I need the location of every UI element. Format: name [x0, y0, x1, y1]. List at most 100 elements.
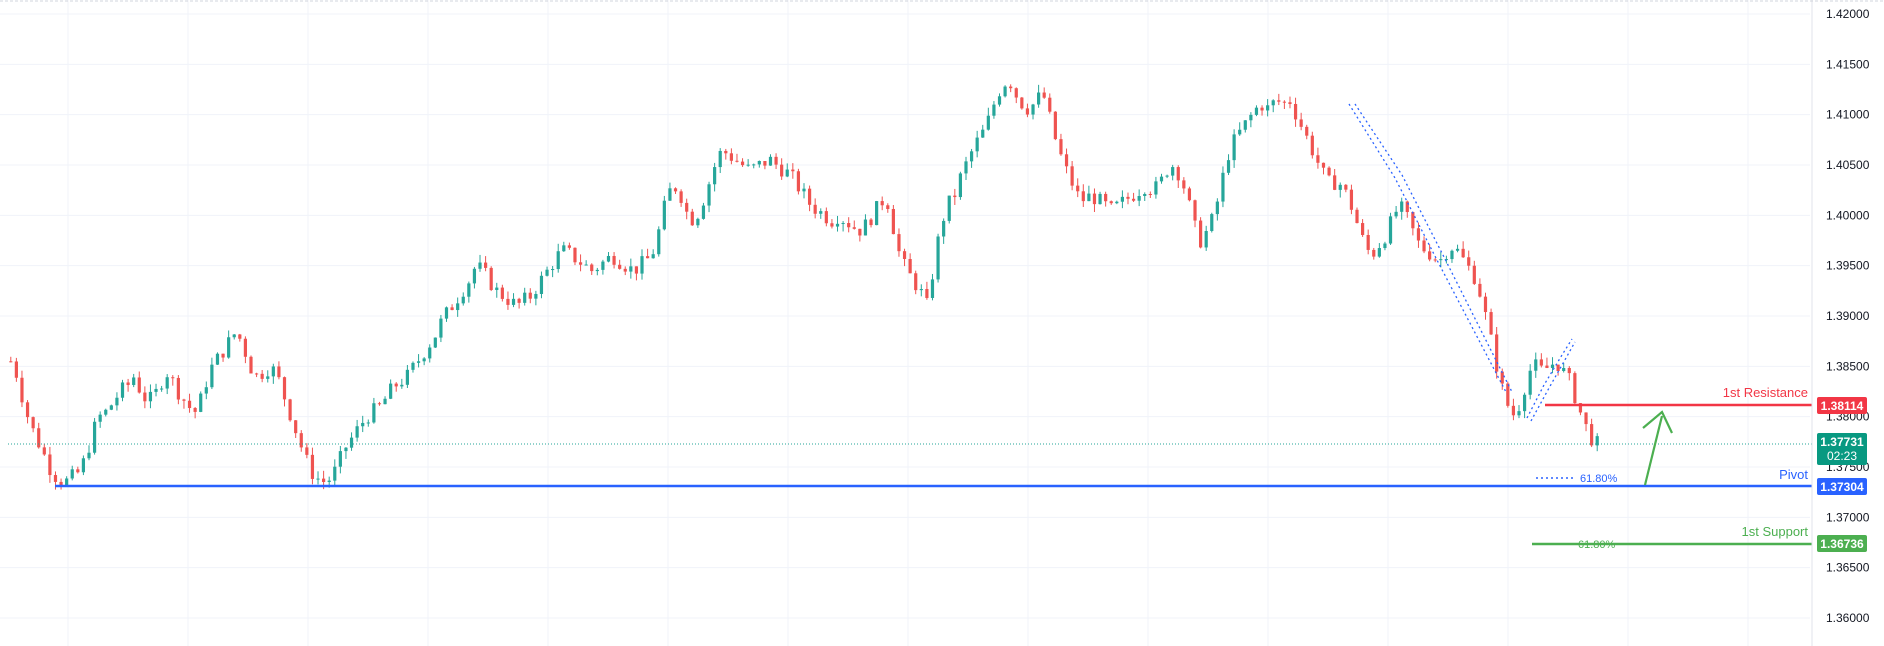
- candle: [1199, 217, 1203, 249]
- candle: [819, 208, 823, 219]
- candle: [433, 337, 437, 349]
- candle: [1187, 186, 1192, 202]
- up-arrow: [1642, 410, 1673, 486]
- y-tick-label: 1.36500: [1826, 561, 1870, 575]
- candle: [1059, 133, 1063, 156]
- candle: [299, 430, 303, 452]
- candle: [1215, 198, 1219, 221]
- candle: [556, 243, 560, 273]
- candle: [584, 260, 588, 266]
- candle: [930, 273, 935, 301]
- candle: [472, 266, 477, 289]
- candle: [1411, 211, 1415, 236]
- candle: [1048, 93, 1052, 114]
- candle: [567, 242, 571, 250]
- candle: [897, 228, 901, 257]
- candle: [1148, 191, 1152, 198]
- candle: [1355, 207, 1359, 224]
- candle: [1333, 168, 1337, 191]
- candle: [858, 228, 862, 242]
- candle: [176, 375, 180, 405]
- fib-dotted-line-2: [1354, 103, 1513, 393]
- candle: [1037, 84, 1041, 108]
- candle: [1092, 188, 1097, 212]
- candle: [1372, 247, 1376, 260]
- resistance-price-tag: 1.38114: [1817, 397, 1867, 414]
- candle: [349, 432, 354, 451]
- candle: [634, 266, 639, 281]
- candle: [1260, 105, 1264, 116]
- candle: [9, 356, 13, 363]
- candle: [1131, 192, 1136, 203]
- candle: [416, 354, 421, 368]
- y-tick-label: 1.39000: [1826, 309, 1870, 323]
- candle: [590, 263, 594, 275]
- candle: [98, 411, 102, 428]
- candle: [495, 282, 499, 298]
- candle: [1266, 99, 1270, 117]
- candle: [1545, 357, 1549, 369]
- candle: [1461, 241, 1465, 258]
- candle: [1416, 222, 1421, 248]
- candle: [763, 161, 767, 170]
- candle: [92, 417, 97, 455]
- candle: [1344, 184, 1348, 193]
- candle: [735, 153, 739, 163]
- candle: [863, 214, 868, 236]
- candle: [109, 404, 113, 411]
- y-tick-label: 1.41000: [1826, 108, 1870, 122]
- candle: [1562, 362, 1566, 373]
- candle: [1165, 174, 1169, 179]
- candle: [288, 398, 292, 422]
- candle: [81, 455, 86, 476]
- candle: [344, 447, 348, 459]
- candle: [601, 259, 605, 275]
- candle: [1104, 191, 1108, 207]
- candle: [835, 215, 840, 232]
- candle: [1299, 112, 1303, 131]
- candle: [215, 352, 220, 365]
- candle: [1271, 99, 1275, 113]
- candle: [1288, 96, 1292, 109]
- candle: [377, 401, 382, 406]
- candle: [1316, 147, 1320, 169]
- candle: [573, 247, 577, 266]
- candle: [690, 208, 694, 226]
- y-tick-label: 1.41500: [1826, 57, 1870, 71]
- fib-label-pivot: 61.80%: [1580, 473, 1618, 485]
- candle: [383, 396, 387, 405]
- candle: [1159, 173, 1164, 184]
- candle: [450, 304, 454, 311]
- candle: [87, 445, 91, 461]
- candle: [713, 162, 717, 192]
- candle: [1171, 164, 1175, 181]
- grid-layer: [0, 0, 1810, 646]
- candle: [847, 217, 851, 233]
- candle: [813, 198, 817, 219]
- candle: [143, 386, 147, 409]
- candle: [1070, 161, 1074, 191]
- candle: [696, 217, 700, 228]
- candle: [1394, 205, 1398, 219]
- candle: [1539, 353, 1543, 368]
- candle: [31, 416, 35, 433]
- candle: [752, 163, 756, 169]
- candle: [1450, 249, 1454, 263]
- candle: [953, 188, 957, 205]
- candle: [679, 189, 683, 207]
- candle: [1405, 200, 1409, 218]
- y-tick-label: 1.38500: [1826, 359, 1870, 373]
- candle: [1277, 93, 1281, 106]
- candle: [807, 185, 812, 212]
- candle: [981, 124, 985, 138]
- candle: [20, 370, 24, 408]
- candle: [1433, 257, 1437, 263]
- candle: [1249, 112, 1253, 128]
- candle: [37, 422, 41, 449]
- candle: [640, 249, 644, 280]
- candle: [986, 107, 990, 131]
- fib-dotted-line-1: [1348, 103, 1507, 393]
- candle: [919, 284, 923, 297]
